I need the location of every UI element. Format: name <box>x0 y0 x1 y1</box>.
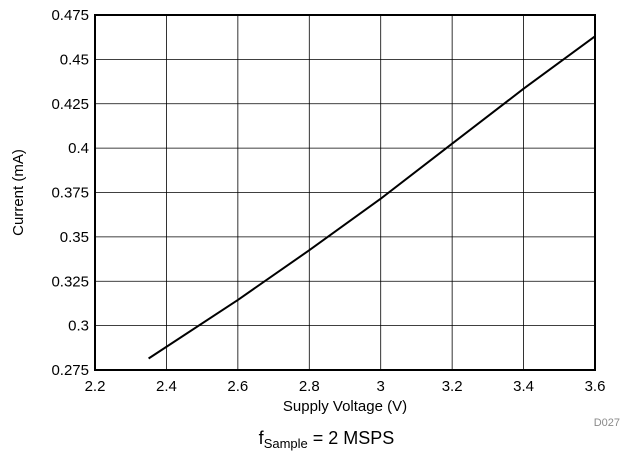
x-tick-label-7: 3.6 <box>585 378 606 395</box>
x-tick-label-1: 2.4 <box>156 378 177 395</box>
x-tick-label-6: 3.4 <box>513 378 534 395</box>
x-axis-title: Supply Voltage (V) <box>283 398 407 415</box>
chart-caption: fSample = 2 MSPS <box>0 428 623 451</box>
x-tick-labels: 2.2 2.4 2.6 2.8 3 3.2 3.4 3.6 <box>85 378 606 395</box>
y-tick-labels: 0.275 0.3 0.325 0.35 0.375 0.4 0.425 0.45 0.475 <box>51 7 89 379</box>
y-tick-label-8: 0.475 <box>51 7 89 24</box>
caption-subscript: Sample <box>263 436 308 451</box>
figure-id: D027 <box>594 417 620 429</box>
y-tick-label-0: 0.275 <box>51 362 89 379</box>
y-tick-label-4: 0.375 <box>51 185 89 202</box>
chart: 2.2 2.4 2.6 2.8 3 3.2 3.4 3.6 0.275 0.3 0.325 0.35… <box>10 7 620 429</box>
y-axis-title: Current (mA) <box>10 149 27 236</box>
plot-frame <box>94 14 596 371</box>
y-tick-label-6: 0.425 <box>51 96 89 113</box>
caption-rest: = 2 MSPS <box>307 428 395 448</box>
grid-lines <box>94 14 596 371</box>
series-group <box>148 35 596 360</box>
y-tick-label-1: 0.3 <box>68 318 89 335</box>
caption-main: f <box>258 428 264 448</box>
x-tick-label-3: 2.8 <box>299 378 320 395</box>
y-tick-label-7: 0.45 <box>60 51 89 68</box>
y-tick-label-5: 0.4 <box>68 140 89 157</box>
series-line-0 <box>148 35 596 360</box>
x-tick-label-5: 3.2 <box>442 378 463 395</box>
y-tick-label-3: 0.35 <box>60 229 89 246</box>
y-tick-label-2: 0.325 <box>51 273 89 290</box>
x-tick-label-2: 2.6 <box>227 378 248 395</box>
x-tick-label-4: 3 <box>377 378 385 395</box>
x-tick-label-0: 2.2 <box>85 378 106 395</box>
